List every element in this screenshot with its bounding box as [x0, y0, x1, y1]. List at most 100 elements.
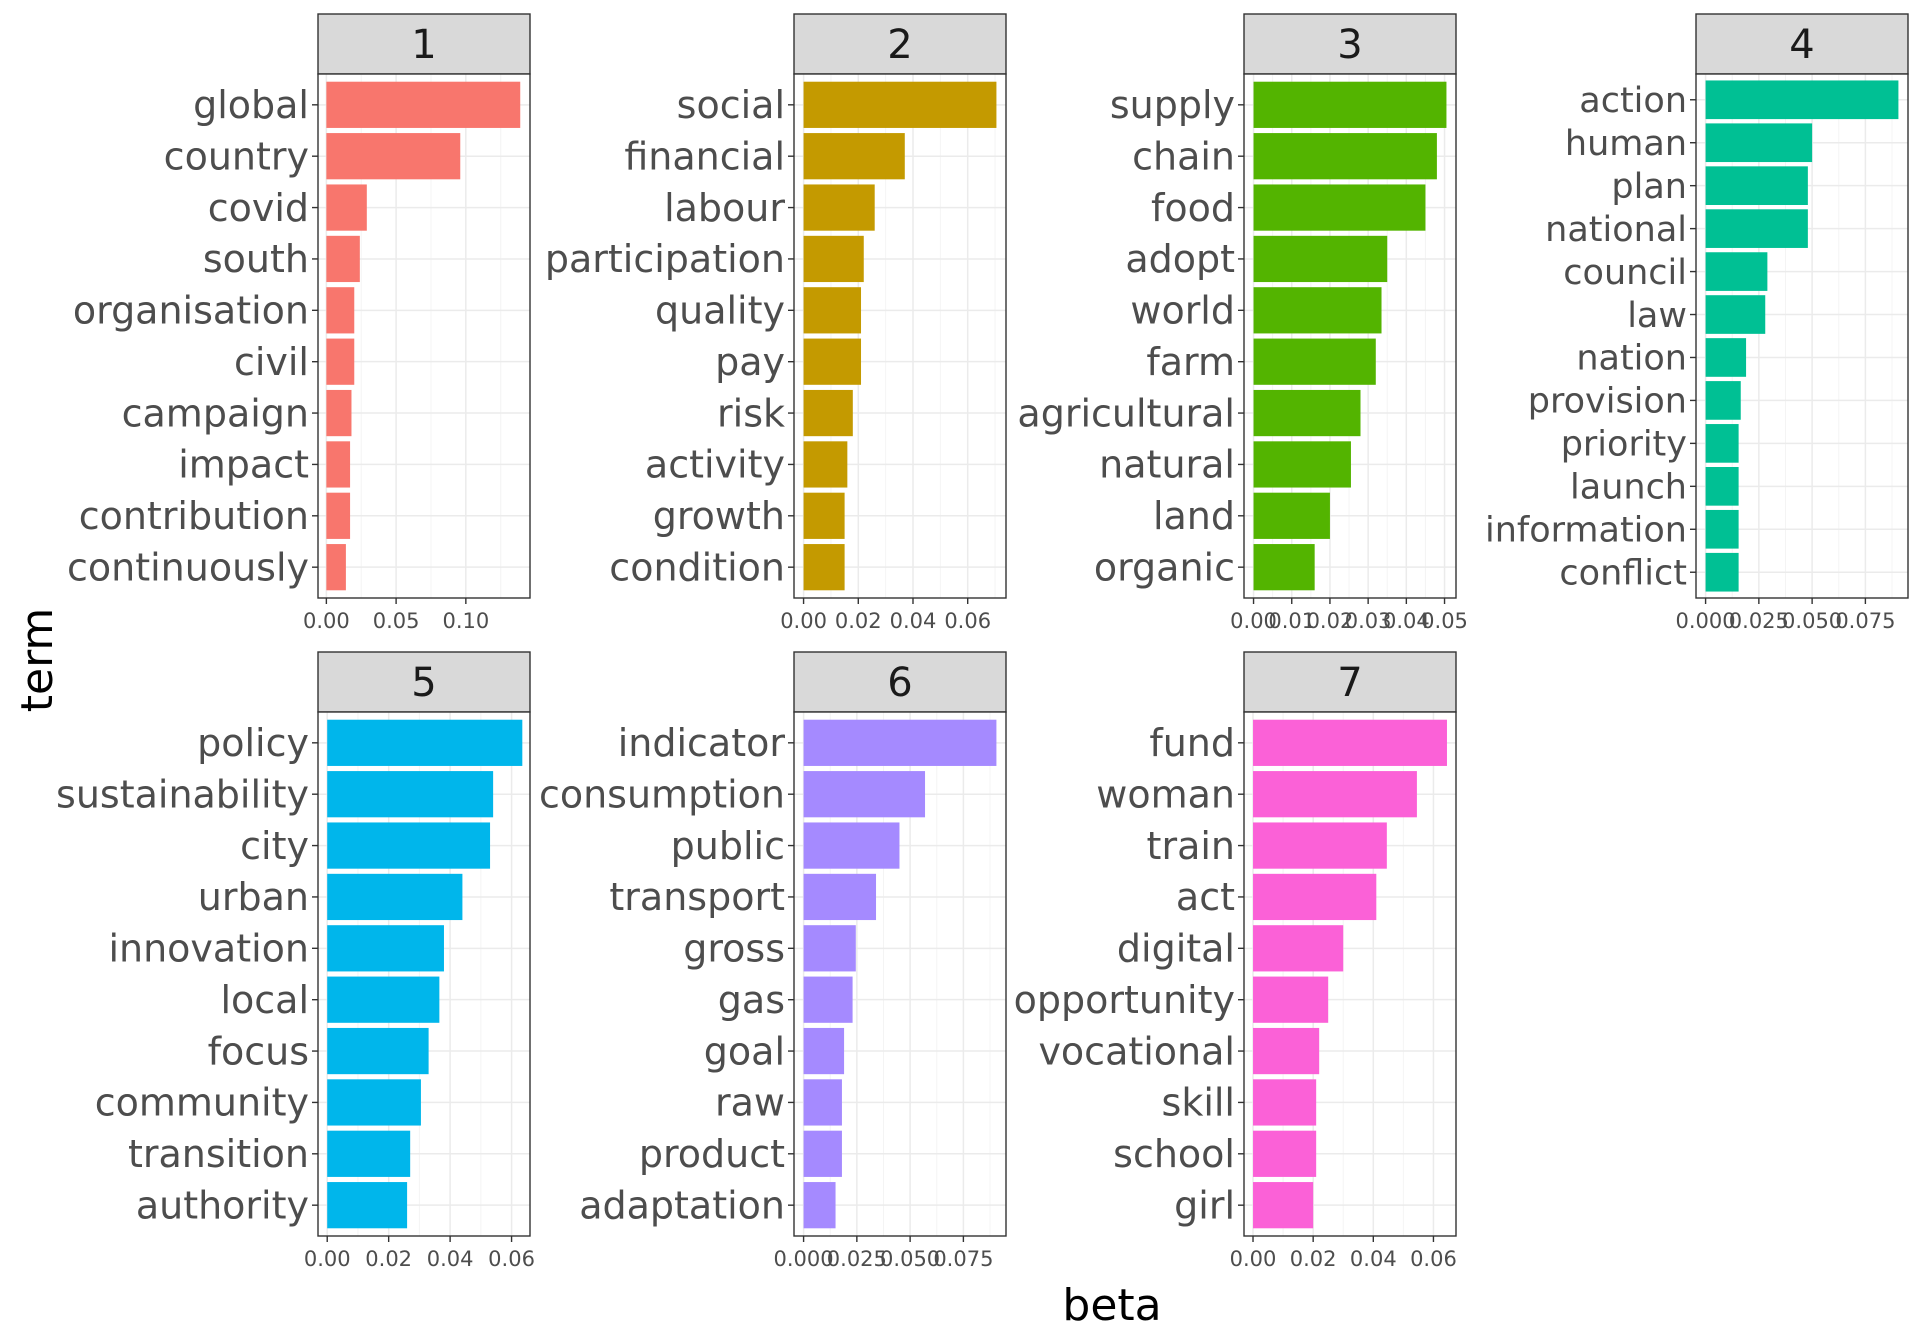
term-label: sustainability	[56, 772, 309, 816]
term-label: adopt	[1125, 237, 1235, 281]
facet-panel-2: 2 social financial labour participation quali…	[545, 13, 1007, 633]
x-tick-label: 0.00	[1230, 609, 1277, 633]
bar-food	[1253, 184, 1426, 231]
term-label: girl	[1174, 1183, 1235, 1227]
term-label: human	[1565, 124, 1687, 164]
facet-panel-1: 1 global country covid south organisation civi…	[67, 13, 531, 633]
term-label: quality	[655, 289, 785, 333]
panel-border	[1243, 73, 1457, 599]
bar-school	[1253, 1130, 1317, 1177]
term-label: global	[193, 83, 309, 127]
term-label: provision	[1528, 382, 1687, 422]
bar-act	[1253, 873, 1377, 921]
panel-border	[793, 711, 1007, 1237]
term-label: raw	[715, 1081, 785, 1125]
term-label: impact	[178, 443, 309, 487]
bar-girl	[1253, 1182, 1314, 1229]
panel-border	[1695, 73, 1909, 599]
x-tick-label: 0.00	[780, 609, 827, 633]
x-tick-label: 0.025	[827, 1247, 887, 1271]
term-label: growth	[653, 494, 785, 538]
bar-community	[327, 1079, 421, 1126]
term-label: land	[1153, 494, 1235, 538]
bar-policy	[327, 719, 523, 766]
term-label: local	[220, 978, 309, 1022]
term-label: focus	[208, 1029, 309, 1073]
term-label: community	[95, 1081, 309, 1125]
term-label: natural	[1099, 443, 1235, 487]
term-label: adaptation	[579, 1183, 785, 1227]
term-label: school	[1113, 1132, 1235, 1176]
term-label: urban	[198, 875, 309, 919]
bar-agricultural	[1253, 389, 1361, 437]
x-tick-label: 0.000	[774, 1247, 834, 1271]
bar-launch	[1705, 467, 1739, 506]
x-tick-label: 0.00	[1230, 1247, 1277, 1271]
bar-activity	[803, 441, 848, 488]
bar-participation	[803, 235, 864, 283]
x-tick-label: 0.02	[1290, 1247, 1337, 1271]
term-label: launch	[1570, 468, 1687, 508]
facet-strip-label: 6	[887, 660, 912, 706]
bar-adaptation	[803, 1182, 836, 1229]
x-tick-label: 0.025	[1729, 609, 1789, 633]
bar-labour	[803, 184, 875, 231]
x-tick-label: 0.050	[1782, 609, 1842, 633]
x-tick-label: 0.04	[1350, 1247, 1397, 1271]
term-label: council	[1563, 253, 1687, 293]
term-label: agricultural	[1017, 391, 1235, 435]
bar-indicator	[803, 719, 997, 766]
bar-urban	[327, 873, 463, 921]
bar-council	[1705, 252, 1768, 291]
bar-campaign	[326, 389, 352, 437]
term-label: public	[671, 824, 785, 868]
bar-country	[326, 133, 461, 180]
bar-contribution	[326, 492, 351, 539]
facet-strip	[317, 651, 531, 713]
bar-global	[326, 81, 521, 128]
term-label: continuously	[67, 545, 309, 589]
facet-strip-label: 7	[1337, 660, 1362, 706]
bar-natural	[1253, 441, 1351, 488]
term-label: transport	[609, 875, 785, 919]
bar-chain	[1253, 133, 1437, 180]
term-label: campaign	[122, 391, 309, 435]
bar-city	[327, 822, 491, 869]
term-label: plan	[1611, 167, 1687, 207]
term-label: financial	[624, 134, 785, 178]
facet-strip-label: 2	[887, 22, 912, 68]
term-label: organisation	[73, 289, 309, 333]
term-label: farm	[1146, 340, 1235, 384]
bar-condition	[803, 544, 845, 591]
facet-strip	[1243, 651, 1457, 713]
term-label: gas	[718, 978, 785, 1022]
panel-border	[1243, 711, 1457, 1237]
bar-south	[326, 235, 360, 283]
bar-consumption	[803, 771, 926, 818]
term-label: world	[1130, 289, 1235, 333]
facet-panel-6: 6 indicator consumption public transport gros…	[539, 651, 1007, 1271]
term-label: social	[677, 83, 785, 127]
x-axis-title: beta	[1062, 1280, 1161, 1331]
term-label: food	[1151, 186, 1235, 230]
bar-action	[1705, 80, 1899, 120]
term-label: innovation	[108, 927, 309, 971]
term-label: activity	[645, 443, 785, 487]
bar-fund	[1253, 719, 1447, 766]
x-tick-label: 0.04	[1383, 609, 1430, 633]
x-tick-label: 0.050	[880, 1247, 940, 1271]
bar-human	[1705, 123, 1813, 163]
bar-quality	[803, 287, 862, 334]
bar-civil	[326, 338, 355, 385]
term-label: national	[1545, 210, 1687, 250]
term-label: vocational	[1038, 1029, 1235, 1073]
bar-adopt	[1253, 235, 1388, 283]
term-label: goal	[704, 1029, 785, 1073]
bar-impact	[326, 441, 351, 488]
bar-skill	[1253, 1079, 1317, 1126]
panel-border	[317, 711, 531, 1237]
bar-woman	[1253, 771, 1417, 818]
x-tick-label: 0.05	[373, 609, 420, 633]
bar-opportunity	[1253, 976, 1329, 1023]
term-label: product	[639, 1132, 785, 1176]
